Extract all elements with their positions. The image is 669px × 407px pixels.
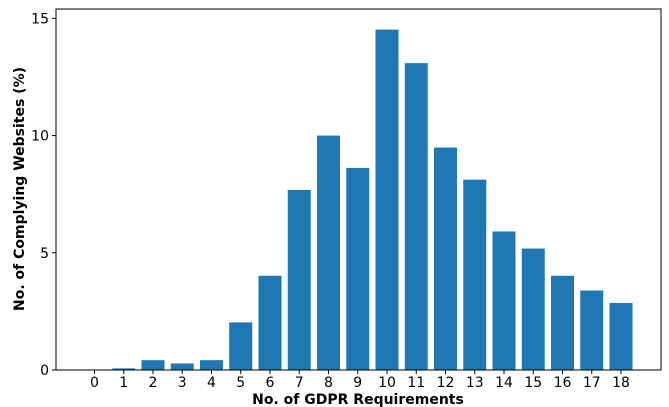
y-tick-label-15: 15 — [31, 11, 49, 27]
x-tick-label-16: 16 — [554, 375, 572, 391]
bar-10 — [375, 29, 399, 370]
bar-16 — [551, 275, 574, 370]
bar-18 — [609, 302, 633, 370]
bar-4 — [200, 360, 223, 370]
x-axis-ticks: 0 1 2 3 4 5 6 7 8 9 10 11 12 13 14 15 16 17 18 — [90, 370, 630, 391]
y-tick-label-0: 0 — [40, 363, 49, 379]
x-tick-label-12: 12 — [437, 375, 455, 391]
x-tick-label-6: 6 — [266, 375, 275, 391]
x-tick-label-14: 14 — [495, 375, 513, 391]
bar-14 — [492, 231, 516, 370]
x-tick-label-15: 15 — [524, 375, 542, 391]
bars — [112, 29, 633, 371]
x-tick-label-17: 17 — [583, 375, 601, 391]
plot-frame — [55, 8, 662, 371]
bar-3 — [170, 363, 194, 370]
x-tick-label-7: 7 — [295, 375, 304, 391]
bar-11 — [404, 63, 428, 371]
bar-6 — [258, 275, 282, 370]
bar-1 — [112, 368, 136, 370]
bar-8 — [317, 135, 340, 370]
x-tick-label-11: 11 — [407, 375, 425, 391]
x-tick-label-0: 0 — [90, 375, 99, 391]
y-tick-label-5: 5 — [40, 246, 49, 262]
x-tick-label-13: 13 — [466, 375, 484, 391]
y-axis-title: No. of Complying Websites (%) — [12, 67, 28, 311]
x-tick-label-2: 2 — [149, 375, 158, 391]
bar-17 — [580, 290, 604, 370]
x-tick-label-8: 8 — [324, 375, 333, 391]
x-tick-label-1: 1 — [119, 375, 128, 391]
x-tick-label-9: 9 — [353, 375, 362, 391]
y-tick-label-10: 10 — [31, 129, 49, 145]
bar-2 — [141, 360, 165, 370]
bar-13 — [463, 179, 487, 370]
bar-9 — [346, 167, 370, 370]
bar-15 — [521, 248, 545, 370]
bar-12 — [434, 147, 457, 370]
x-tick-label-18: 18 — [612, 375, 630, 391]
bar-7 — [287, 189, 311, 370]
y-axis-ticks: 0 5 10 15 — [31, 11, 56, 379]
x-tick-label-4: 4 — [207, 375, 216, 391]
x-axis-title: No. of GDPR Requirements — [252, 392, 464, 407]
x-tick-label-5: 5 — [236, 375, 245, 391]
x-tick-label-3: 3 — [178, 375, 187, 391]
bar-5 — [229, 322, 253, 370]
x-tick-label-10: 10 — [378, 375, 396, 391]
